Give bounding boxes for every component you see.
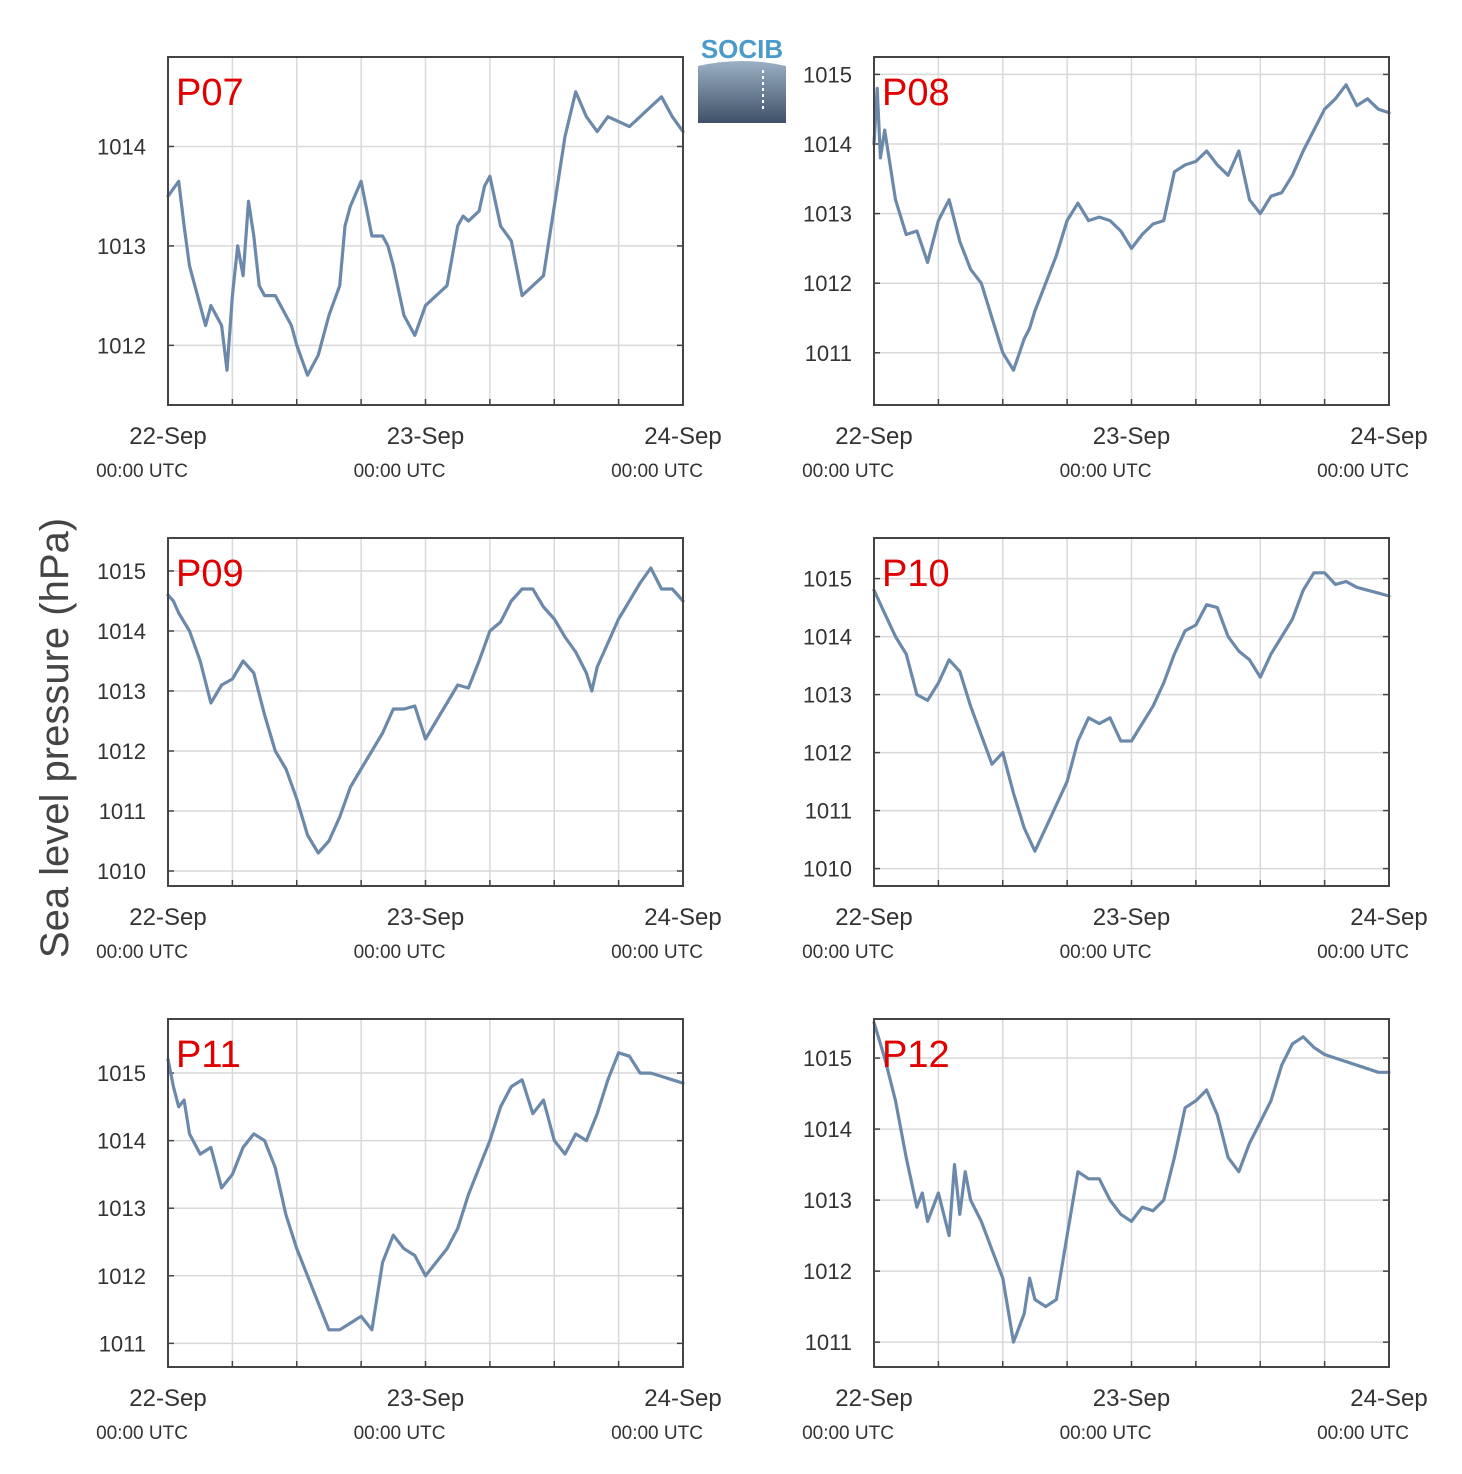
panel-p08: 1011 1012 1013 1014 1015 P08 22-Sep 00:00 UTC 23… [802, 56, 1428, 482]
y-tick-label: 1015 [97, 559, 146, 584]
plot-frame [167, 537, 684, 887]
panel-p12: 1011 1012 1013 1014 1015 P12 22-Sep 00:00 UTC 23… [802, 1018, 1428, 1444]
x-tick-time: 00:00 UTC [1317, 1423, 1409, 1444]
x-tick-time: 00:00 UTC [1317, 942, 1409, 963]
y-tick-label: 1013 [97, 234, 146, 259]
y-tick-label: 1011 [99, 1331, 146, 1356]
x-tick-date: 23-Sep [387, 423, 464, 450]
series-line [872, 1020, 1391, 1344]
y-tick-label: 1014 [803, 132, 852, 157]
plot-frame [873, 1018, 1390, 1368]
x-tick-date: 22-Sep [129, 1385, 206, 1412]
x-tick-date: 24-Sep [644, 1385, 721, 1412]
y-tick-label: 1011 [805, 799, 852, 824]
x-tick-time: 00:00 UTC [354, 1423, 446, 1444]
x-tick-time: 00:00 UTC [354, 461, 446, 482]
panels: 1012 1013 1014 P07 22-Sep 00:00 UTC 23-Sep 00:0… [96, 56, 1428, 1444]
y-tick-label: 1013 [97, 679, 146, 704]
plot-frame [167, 1018, 684, 1368]
x-tick-time: 00:00 UTC [96, 1423, 188, 1444]
x-tick-time: 00:00 UTC [611, 942, 703, 963]
y-tick-label: 1010 [97, 859, 146, 884]
x-tick-date: 23-Sep [1093, 904, 1170, 931]
x-tick-time: 00:00 UTC [802, 942, 894, 963]
y-tick-label: 1013 [803, 683, 852, 708]
y-tick-label: 1011 [805, 1330, 852, 1355]
y-tick-label: 1012 [97, 333, 146, 358]
x-tick-date: 22-Sep [835, 423, 912, 450]
y-tick-label: 1014 [97, 1129, 146, 1154]
x-tick-date: 24-Sep [644, 904, 721, 931]
plot-frame [873, 537, 1390, 887]
panel-label: P07 [176, 72, 244, 114]
logo-text: SOCIB [701, 34, 783, 64]
panel-label: P09 [176, 553, 244, 595]
x-tick-time: 00:00 UTC [1060, 1423, 1152, 1444]
y-tick-label: 1012 [803, 271, 852, 296]
x-tick-date: 24-Sep [1350, 423, 1427, 450]
plot-frame [873, 56, 1390, 406]
x-tick-date: 22-Sep [835, 904, 912, 931]
y-tick-label: 1014 [803, 625, 852, 650]
x-tick-date: 24-Sep [1350, 1385, 1427, 1412]
x-tick-time: 00:00 UTC [1060, 942, 1152, 963]
y-tick-label: 1010 [803, 857, 852, 882]
panel-p11: 1011 1012 1013 1014 1015 P11 22-Sep 00:00 UTC 23… [96, 1018, 722, 1444]
panel-label: P10 [882, 553, 950, 595]
y-tick-label: 1012 [803, 741, 852, 766]
y-tick-label: 1012 [97, 1264, 146, 1289]
x-tick-date: 24-Sep [644, 423, 721, 450]
x-tick-time: 00:00 UTC [1317, 461, 1409, 482]
y-axis-label: Sea level pressure (hPa) [33, 518, 77, 958]
panel-p07: 1012 1013 1014 P07 22-Sep 00:00 UTC 23-Sep 00:0… [96, 56, 722, 482]
x-tick-date: 23-Sep [387, 1385, 464, 1412]
x-tick-time: 00:00 UTC [96, 461, 188, 482]
y-tick-label: 1013 [803, 202, 852, 227]
x-tick-time: 00:00 UTC [354, 942, 446, 963]
x-tick-date: 22-Sep [129, 904, 206, 931]
y-tick-label: 1011 [805, 341, 852, 366]
y-tick-label: 1013 [97, 1196, 146, 1221]
x-tick-date: 22-Sep [129, 423, 206, 450]
x-tick-time: 00:00 UTC [802, 461, 894, 482]
x-tick-date: 23-Sep [387, 904, 464, 931]
y-tick-label: 1014 [97, 619, 146, 644]
panel-p10: 1010 1011 1012 1013 1014 1015 P10 22-Sep 00:00 U… [802, 537, 1428, 963]
y-tick-label: 1014 [97, 134, 146, 159]
x-tick-time: 00:00 UTC [611, 461, 703, 482]
y-tick-label: 1012 [803, 1259, 852, 1284]
y-tick-label: 1012 [97, 739, 146, 764]
x-tick-time: 00:00 UTC [96, 942, 188, 963]
y-tick-label: 1015 [97, 1061, 146, 1086]
panel-label: P12 [882, 1034, 950, 1076]
y-tick-label: 1015 [803, 1046, 852, 1071]
logo-graphic [698, 61, 786, 123]
plot-frame [167, 56, 684, 406]
x-tick-time: 00:00 UTC [802, 1423, 894, 1444]
y-tick-label: 1013 [803, 1188, 852, 1213]
panel-label: P08 [882, 72, 950, 114]
x-tick-time: 00:00 UTC [611, 1423, 703, 1444]
y-tick-label: 1015 [803, 567, 852, 592]
x-tick-date: 22-Sep [835, 1385, 912, 1412]
logo: SOCIB [698, 34, 786, 123]
x-tick-date: 23-Sep [1093, 1385, 1170, 1412]
x-tick-date: 23-Sep [1093, 423, 1170, 450]
x-tick-time: 00:00 UTC [1060, 461, 1152, 482]
y-tick-label: 1011 [99, 799, 146, 824]
y-tick-label: 1014 [803, 1117, 852, 1142]
y-tick-label: 1015 [803, 62, 852, 87]
x-tick-date: 24-Sep [1350, 904, 1427, 931]
panel-p09: 1010 1011 1012 1013 1014 1015 P09 22-Sep 00:00 U… [96, 537, 722, 963]
panel-label: P11 [176, 1034, 241, 1076]
